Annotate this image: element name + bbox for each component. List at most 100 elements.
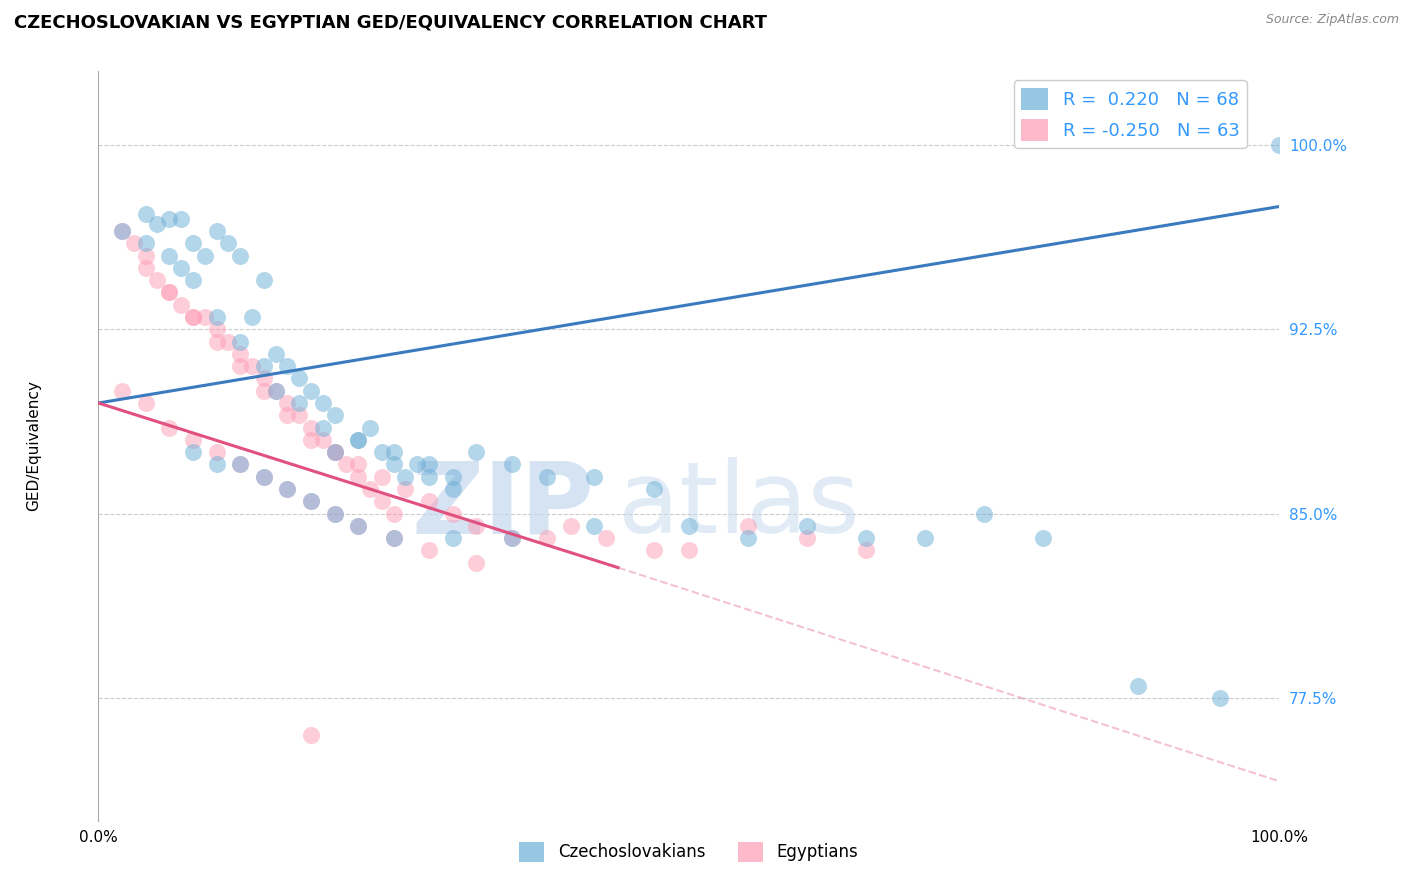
Point (323, 507, 346, 521)
Point (146, 217, 169, 231)
Point (111, 384, 134, 398)
Point (347, 469, 370, 483)
Point (441, 531, 464, 545)
Point (465, 556, 488, 570)
Point (229, 458, 252, 472)
Point (229, 458, 252, 472)
Point (323, 445, 346, 459)
Text: CZECHOSLOVAKIAN VS EGYPTIAN GED/EQUIVALENCY CORRELATION CHART: CZECHOSLOVAKIAN VS EGYPTIAN GED/EQUIVALE… (14, 13, 768, 31)
Point (441, 482, 464, 496)
Point (135, 396, 157, 410)
Point (441, 507, 464, 521)
Point (371, 494, 394, 508)
Point (276, 482, 298, 496)
Point (1209, 690, 1232, 705)
Point (276, 396, 298, 410)
Point (217, 334, 239, 349)
Point (135, 249, 157, 263)
Text: ZIP: ZIP (412, 458, 595, 555)
Point (382, 507, 405, 521)
Point (276, 482, 298, 496)
Point (418, 469, 440, 483)
Point (111, 224, 134, 238)
Point (406, 458, 429, 472)
Point (240, 310, 263, 324)
Point (312, 420, 335, 434)
Text: atlas: atlas (619, 458, 859, 555)
Point (678, 519, 700, 533)
Point (796, 519, 818, 533)
Point (595, 531, 617, 545)
Point (299, 384, 322, 398)
Point (465, 445, 488, 459)
Point (194, 249, 217, 263)
Point (181, 310, 204, 324)
Point (170, 211, 193, 226)
Point (135, 260, 157, 275)
Point (276, 359, 298, 373)
Point (205, 334, 228, 349)
Point (111, 224, 134, 238)
Point (157, 211, 180, 226)
Point (737, 531, 759, 545)
Point (253, 469, 276, 483)
Point (347, 433, 370, 447)
Point (418, 543, 440, 558)
Point (323, 409, 346, 423)
Text: Source: ZipAtlas.com: Source: ZipAtlas.com (1265, 13, 1399, 27)
Point (205, 445, 228, 459)
Point (418, 494, 440, 508)
Point (583, 519, 606, 533)
Point (253, 359, 276, 373)
Point (418, 458, 440, 472)
Point (796, 531, 818, 545)
Point (323, 507, 346, 521)
Point (359, 420, 381, 434)
Point (382, 458, 405, 472)
Point (276, 409, 298, 423)
Point (643, 482, 665, 496)
Point (217, 236, 239, 251)
Point (371, 445, 394, 459)
Point (501, 531, 523, 545)
Legend: Czechoslovakians, Egyptians: Czechoslovakians, Egyptians (513, 835, 865, 869)
Point (288, 409, 311, 423)
Point (299, 494, 322, 508)
Point (371, 469, 394, 483)
Point (205, 224, 228, 238)
Point (855, 531, 877, 545)
Point (264, 384, 287, 398)
Point (1268, 138, 1291, 153)
Point (536, 469, 558, 483)
Point (181, 236, 204, 251)
Point (536, 531, 558, 545)
Point (323, 445, 346, 459)
Point (181, 445, 204, 459)
Point (359, 482, 381, 496)
Point (855, 543, 877, 558)
Point (347, 519, 370, 533)
Point (157, 420, 180, 434)
Point (382, 445, 405, 459)
Point (312, 433, 335, 447)
Point (253, 384, 276, 398)
Point (288, 396, 311, 410)
Point (465, 519, 488, 533)
Point (181, 310, 204, 324)
Point (347, 433, 370, 447)
Point (253, 371, 276, 385)
Point (501, 458, 523, 472)
Point (194, 310, 217, 324)
Point (229, 249, 252, 263)
Point (299, 728, 322, 742)
Point (382, 531, 405, 545)
Point (382, 531, 405, 545)
Point (394, 482, 416, 496)
Point (253, 469, 276, 483)
Point (122, 236, 145, 251)
Text: GED/Equivalency: GED/Equivalency (25, 381, 41, 511)
Point (560, 519, 582, 533)
Point (1126, 679, 1149, 693)
Point (299, 433, 322, 447)
Point (135, 236, 157, 251)
